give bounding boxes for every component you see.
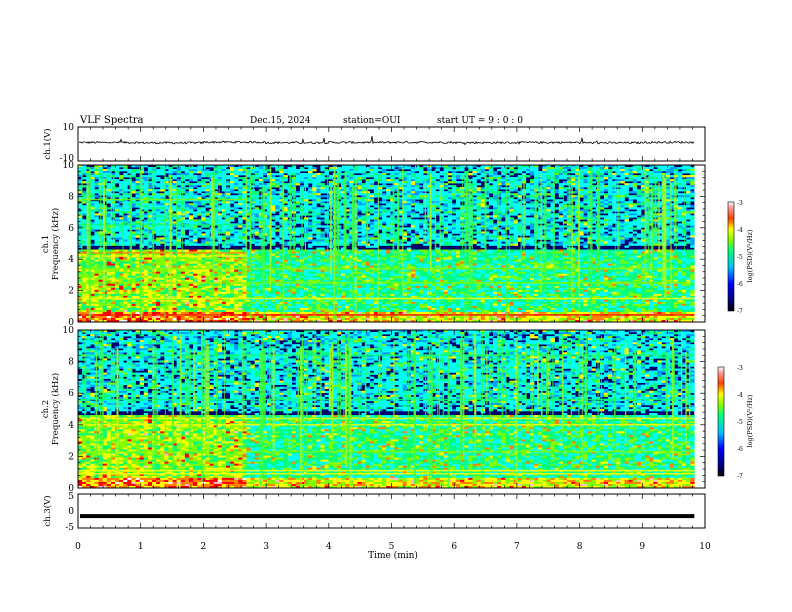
waveform-ch1-panel: 10 -10 ch.1(V) [42,123,706,164]
spectrogram-ch2-yticks: 0 2 4 6 8 10 [63,326,705,494]
x-tick-label: 1 [138,542,144,552]
waveform-ch1-trace [79,135,695,146]
y-tick-label: 5 [68,492,74,502]
x-tick-label: 0 [75,542,81,552]
colorbar-tick: -4 [737,392,743,399]
colorbar-ch1-label: log(PSD)(V²/Hz) [746,229,754,282]
colorbar-tick: -4 [737,227,743,234]
x-tick-label: 8 [577,542,583,552]
x-tick-label: 4 [326,542,332,552]
y-tick-label: -10 [60,154,75,164]
y-tick-label: 4 [68,421,74,431]
spectrogram-ch1-yticks: 0 2 4 6 8 10 [63,161,705,328]
waveform-ch1-frame [77,126,706,162]
x-tick-label: 2 [201,542,207,552]
colorbar-ch1-scale [727,201,735,312]
date-label: Dec.15, 2024 [250,116,311,126]
colorbar-tick: -3 [737,200,743,207]
waveform-ch3-ticks [77,494,706,528]
y-tick-label: 8 [68,192,74,202]
colorbar-tick: -6 [737,446,743,453]
spectrogram-ch2-ylabel-line2: Frequency (kHz) [50,373,61,445]
spectrogram-ch1-image [78,165,695,323]
figure-title: VLF Spectra [79,115,144,126]
x-tick-label: 6 [451,542,457,552]
y-tick-label: 4 [68,255,74,265]
x-tick-label: 10 [699,542,711,552]
y-tick-label: -5 [65,523,74,533]
x-tick-label: 9 [639,542,645,552]
y-tick-label: 6 [68,224,74,234]
x-tick-label: 3 [263,542,269,552]
x-tick-label: 7 [514,542,520,552]
y-tick-label: 10 [63,326,75,336]
spectrogram-ch2-xticks [77,330,706,488]
spectrogram-ch2-ylabel-line1: ch.2 [41,400,51,418]
y-tick-label: 8 [68,358,74,368]
waveform-ch3-panel: 5 0 -5 ch.3(V) 0 1 2 3 4 5 6 7 8 9 10 Time (min) [42,492,711,561]
x-axis-label: Time (min) [368,550,418,561]
spectrogram-ch1-ylabel-line1: ch.1 [41,235,51,253]
waveform-ch3-trace [80,514,695,519]
y-tick-label: 0 [68,318,74,328]
y-tick-label: 6 [68,389,74,399]
y-tick-label: 2 [68,452,74,462]
colorbar-ch2-label: log(PSD)(V²/Hz) [746,394,754,447]
spectrogram-ch2-image [78,330,695,489]
waveform-ch1-ylabel: ch.1(V) [42,128,53,159]
spectrogram-ch1-panel: 0 2 4 6 8 10 ch.1 Frequency (kHz) [41,161,706,328]
colorbar-tick: -5 [737,254,743,261]
spectrogram-ch1-ylabel-line2: Frequency (kHz) [50,208,61,280]
start-time-label: start UT = 9 : 0 : 0 [437,116,523,126]
colorbar-tick: -6 [737,281,743,288]
y-tick-label: 0 [68,484,74,494]
waveform-ch3-ylabel: ch.3(V) [42,495,53,526]
x-tick-labels: 0 1 2 3 4 5 6 7 8 9 10 [75,542,711,552]
y-tick-label: 10 [63,123,75,133]
y-tick-label: 10 [63,161,75,171]
waveform-ch1-ticks [77,127,706,161]
colorbar-ch2: -3 -4 -5 -6 -7 log(PSD)(V²/Hz) [717,365,754,480]
colorbar-tick: -7 [737,473,743,480]
colorbar-ch1: -3 -4 -5 -6 -7 log(PSD)(V²/Hz) [727,200,754,315]
x-tick-label: 5 [389,542,395,552]
spectrogram-ch1-xticks [77,165,706,322]
station-label: station=OUI [343,116,401,126]
colorbar-tick: -5 [737,419,743,426]
colorbar-tick: -7 [737,308,743,315]
colorbar-tick: -3 [737,365,743,372]
y-tick-label: 0 [68,507,74,517]
spectrogram-ch2-panel: 0 2 4 6 8 10 ch.2 Frequency (kHz) [41,326,706,494]
colorbar-ch2-scale [717,366,725,477]
y-tick-label: 2 [68,287,74,297]
waveform-ch3-frame [77,493,706,529]
